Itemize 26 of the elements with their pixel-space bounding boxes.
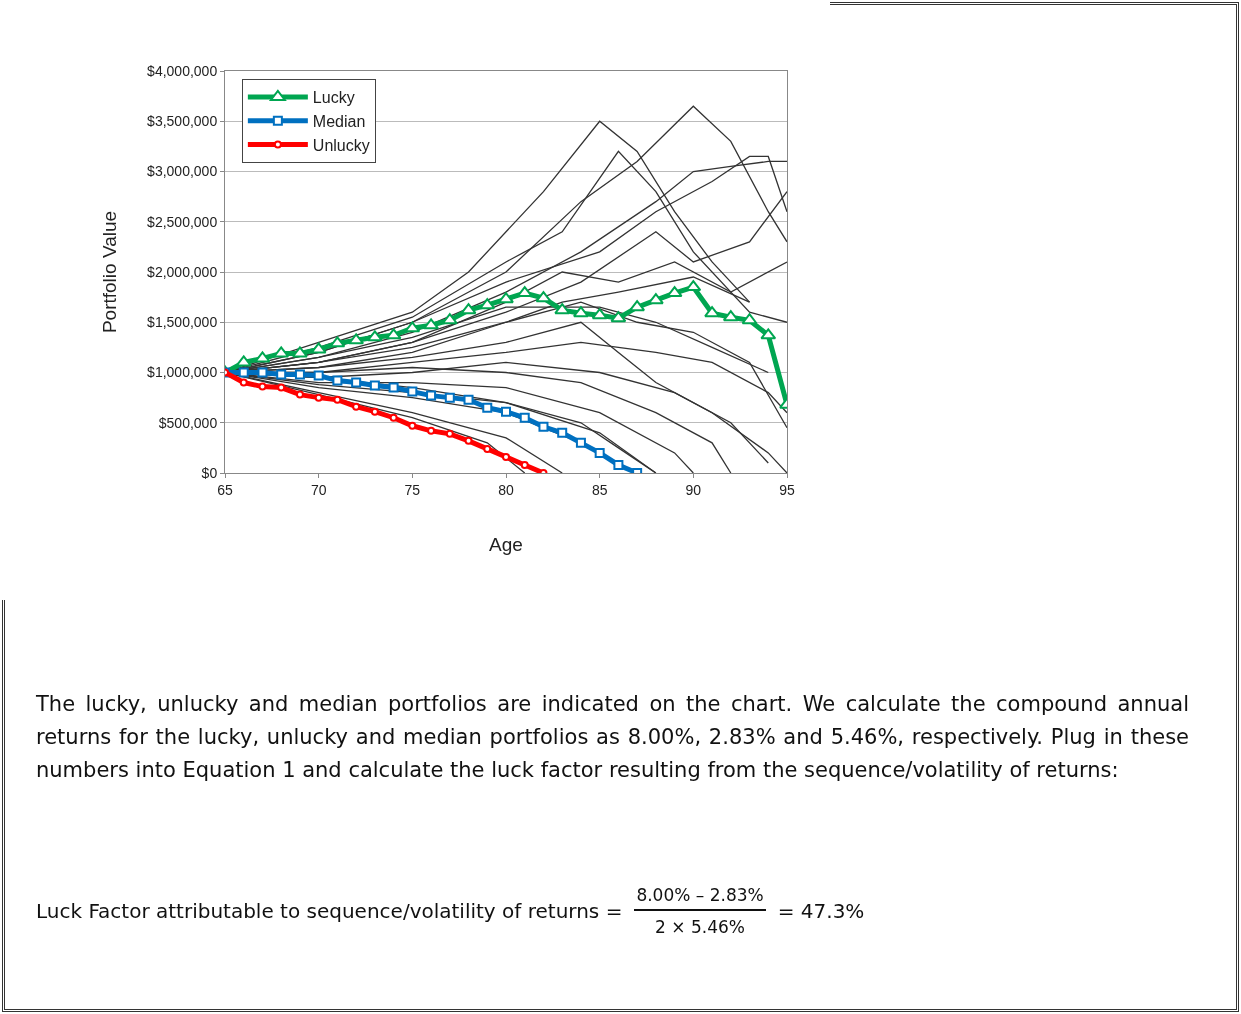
x-tick-label: 65 (217, 481, 233, 498)
y-tick-label: $2,000,000 (147, 263, 218, 280)
text: 2 × 5.46% (655, 916, 745, 937)
x-tick-label: 80 (498, 481, 514, 498)
y-tick-label: $2,500,000 (147, 213, 218, 230)
text: Luck Factor attributable to sequence/volatility of returns = (36, 899, 623, 923)
y-tick-label: $3,500,000 (147, 113, 218, 130)
y-tick-label: $4,000,000 (147, 62, 218, 79)
x-tick-label: 90 (685, 481, 702, 498)
x-tick-label: 95 (779, 481, 795, 498)
text: The lucky, unlucky and median portfolios are indicated on the chart. We calculate the compound annual returns for the lucky, unlucky and median portfolios as 8.00%, 2.83% and 5.46%, respectively. Plug in these numbers into Equation 1 and calculate the luck factor resulting from the sequence/volatility of returns: (36, 691, 1189, 784)
y-tick-label: $0 (201, 464, 218, 481)
y-tick-label: $500,000 (158, 414, 218, 431)
legend-label: Unlucky (312, 136, 370, 154)
legend-label: Median (312, 112, 366, 130)
y-tick-label: $3,000,000 (147, 163, 218, 180)
x-tick-label: 85 (591, 481, 608, 498)
legend-label: Lucky (312, 89, 355, 107)
y-tick-label: $1,000,000 (147, 364, 218, 381)
text: = 47.3% (777, 899, 865, 923)
x-axis-title: Age (489, 533, 523, 555)
text: 8.00% – 2.83% (635, 885, 765, 907)
x-tick-label: 70 (310, 481, 327, 498)
x-tick-label: 75 (404, 481, 421, 498)
y-tick-label: $1,500,000 (147, 314, 218, 331)
y-axis-title: Portfolio Value (98, 210, 120, 334)
